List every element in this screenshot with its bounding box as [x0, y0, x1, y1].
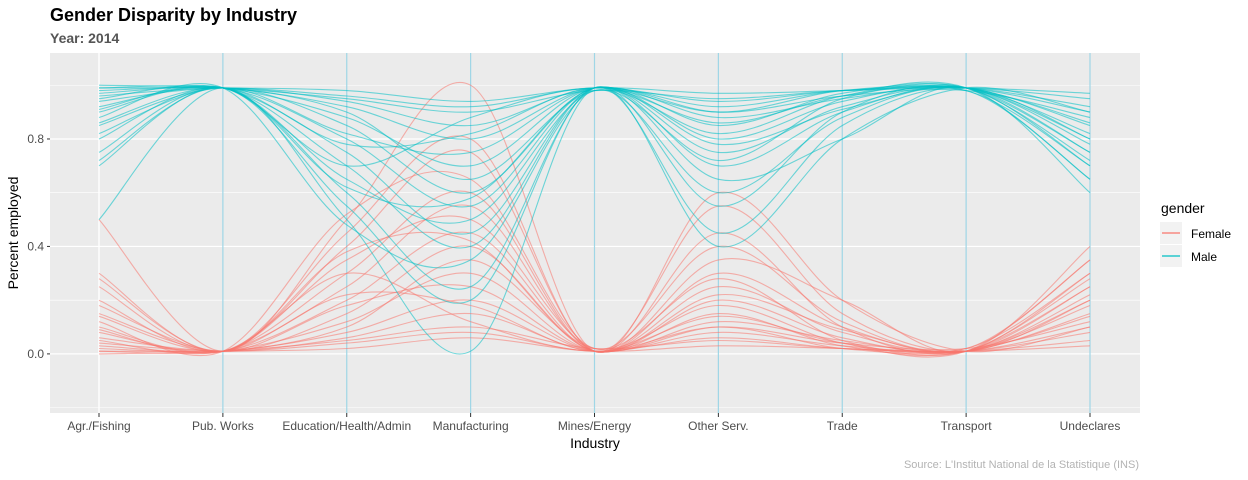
series-line-male: [98, 84, 1091, 113]
y-tick-label: 0.8: [27, 132, 44, 146]
series-lines: [98, 81, 1091, 358]
x-tick-label: Education/Health/Admin: [282, 419, 411, 433]
x-tick-label: Manufacturing: [433, 419, 509, 433]
chart-subtitle: Year: 2014: [50, 30, 119, 46]
x-tick-label: Transport: [941, 419, 993, 433]
x-tick-label: Mines/Energy: [558, 419, 631, 433]
legend: gender Female Male: [1160, 200, 1231, 267]
y-tick-label: 0.0: [27, 347, 44, 361]
legend-label-female: Female: [1191, 227, 1231, 241]
y-axis-title: Percent employed: [5, 177, 21, 290]
legend-title: gender: [1161, 200, 1205, 216]
x-tick-label: Trade: [827, 419, 858, 433]
y-tick-label: 0.4: [27, 239, 44, 253]
chart-title: Gender Disparity by Industry: [50, 5, 297, 25]
x-axis-ticks: Agr./Fishing Pub. Works Education/Health/A…: [67, 413, 1120, 433]
x-tick-label: Undeclares: [1060, 419, 1121, 433]
legend-label-male: Male: [1191, 250, 1217, 264]
x-tick-label: Other Serv.: [688, 419, 748, 433]
y-axis-ticks: 0.0 0.4 0.8: [27, 132, 50, 361]
x-tick-label: Pub. Works: [192, 419, 254, 433]
series-line-male: [98, 86, 1091, 208]
series-line-female: [98, 231, 1091, 353]
x-tick-label: Agr./Fishing: [67, 419, 130, 433]
x-axis-title: Industry: [570, 435, 620, 451]
source-caption: Source: L'Institut National de la Statis…: [904, 459, 1139, 471]
